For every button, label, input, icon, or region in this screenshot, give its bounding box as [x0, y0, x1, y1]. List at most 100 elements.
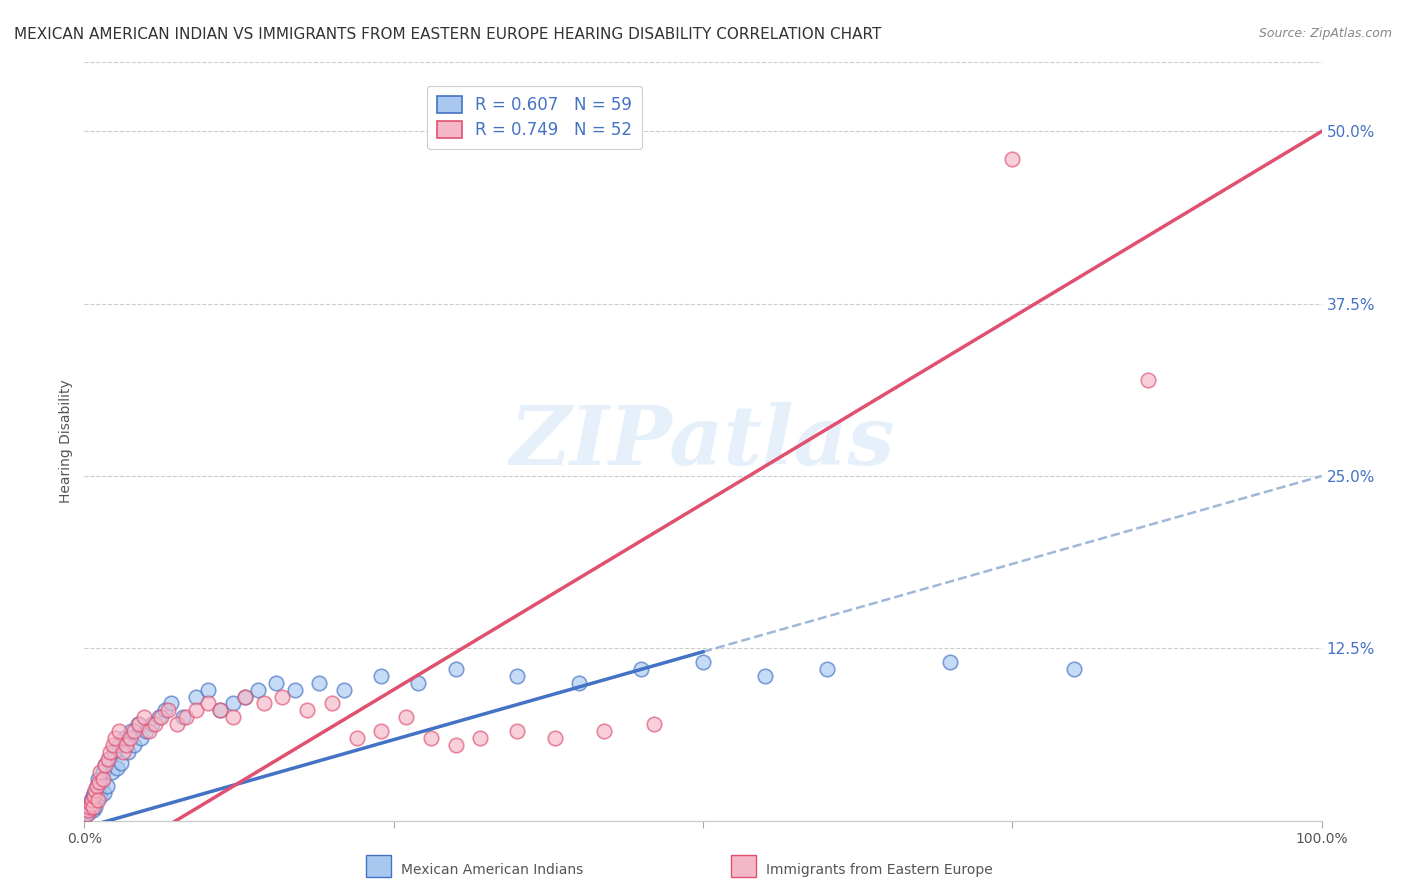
Point — [1063, 662, 1085, 676]
Point — [80, 793, 103, 807]
Point — [86, 779, 108, 793]
Point — [103, 745, 125, 759]
Point — [86, 779, 108, 793]
Point — [79, 797, 101, 811]
Point — [148, 710, 170, 724]
Point — [153, 703, 176, 717]
Point — [172, 710, 194, 724]
Point — [80, 797, 103, 811]
Point — [160, 697, 183, 711]
Point — [108, 738, 131, 752]
Point — [84, 800, 107, 814]
Point — [444, 662, 467, 676]
Point — [128, 717, 150, 731]
Point — [82, 789, 104, 803]
Point — [543, 731, 565, 745]
Point — [94, 758, 117, 772]
Point — [87, 772, 110, 787]
Point — [197, 697, 219, 711]
Point — [105, 761, 128, 775]
Point — [79, 805, 101, 820]
Point — [470, 731, 492, 745]
Point — [100, 765, 122, 780]
Point — [166, 717, 188, 731]
Point — [308, 675, 330, 690]
Point — [89, 775, 111, 789]
Point — [568, 675, 591, 690]
Text: Mexican American Indians: Mexican American Indians — [401, 863, 583, 877]
Point — [127, 717, 149, 731]
Point — [122, 724, 145, 739]
Point — [815, 662, 838, 676]
Text: ZIPatlas: ZIPatlas — [510, 401, 896, 482]
Point — [333, 682, 356, 697]
Point — [89, 765, 111, 780]
Point — [77, 803, 100, 817]
Point — [643, 717, 665, 731]
Point — [1137, 372, 1160, 386]
Point — [86, 793, 108, 807]
Text: Source: ZipAtlas.com: Source: ZipAtlas.com — [1258, 27, 1392, 40]
Point — [129, 731, 152, 745]
Point — [82, 800, 104, 814]
Point — [143, 717, 166, 731]
Point — [1001, 152, 1024, 166]
Legend: R = 0.607   N = 59, R = 0.749   N = 52: R = 0.607 N = 59, R = 0.749 N = 52 — [427, 86, 643, 149]
Point — [506, 724, 529, 739]
Point — [264, 675, 287, 690]
Point — [117, 745, 139, 759]
Point — [91, 765, 114, 780]
Point — [84, 783, 107, 797]
Point — [346, 731, 368, 745]
Point — [87, 793, 110, 807]
Point — [76, 806, 98, 821]
Point — [93, 786, 115, 800]
Point — [506, 669, 529, 683]
Point — [89, 783, 111, 797]
Point — [82, 803, 104, 817]
Point — [222, 710, 245, 724]
Point — [135, 724, 157, 739]
Point — [98, 745, 121, 759]
Point — [110, 756, 132, 770]
Point — [94, 758, 117, 772]
Point — [395, 710, 418, 724]
Point — [157, 703, 180, 717]
Point — [197, 682, 219, 697]
Point — [79, 800, 101, 814]
Point — [939, 655, 962, 669]
Point — [141, 717, 163, 731]
Point — [79, 793, 101, 807]
Point — [408, 675, 430, 690]
Point — [692, 655, 714, 669]
Point — [295, 703, 318, 717]
Point — [89, 789, 111, 803]
Point — [370, 724, 392, 739]
Point — [112, 731, 135, 745]
Point — [111, 745, 134, 759]
Point — [754, 669, 776, 683]
Point — [98, 751, 121, 765]
Point — [91, 772, 114, 787]
Point — [271, 690, 294, 704]
Point — [104, 731, 127, 745]
Point — [96, 779, 118, 793]
Point — [630, 662, 652, 676]
Point — [79, 800, 101, 814]
Point — [120, 731, 142, 745]
Point — [253, 697, 276, 711]
Point — [209, 703, 232, 717]
Point — [444, 738, 467, 752]
Point — [184, 690, 207, 704]
Point — [132, 710, 155, 724]
Point — [83, 789, 105, 803]
Point — [108, 724, 131, 739]
Point — [101, 738, 124, 752]
Point — [233, 690, 256, 704]
Point — [150, 710, 173, 724]
Point — [115, 738, 138, 752]
Point — [246, 682, 269, 697]
Point — [593, 724, 616, 739]
Point — [370, 669, 392, 683]
Point — [90, 775, 112, 789]
